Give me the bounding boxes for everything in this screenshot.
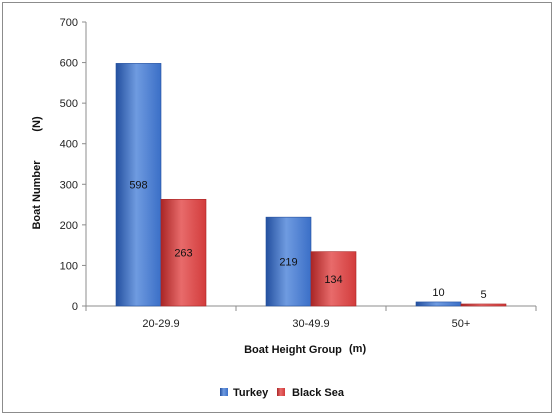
y-tick-label-3: 300: [60, 179, 78, 191]
data-labels: 598 263 219 134 10 5: [129, 180, 486, 301]
y-axis-unit: (N): [31, 116, 43, 132]
y-axis-ticks: 0 100 200 300 400 500 600 700: [60, 17, 86, 313]
bar-black-sea-1: [310, 251, 357, 307]
x-axis-unit: (m): [349, 343, 366, 355]
x-axis-ticks: [85, 306, 537, 311]
chart-frame: [2, 2, 552, 413]
y-axis-title: Boat Number: [31, 160, 43, 230]
legend-label-turkey: Turkey: [233, 387, 269, 399]
y-tick-label-5: 500: [60, 98, 78, 110]
y-tick-label-6: 600: [60, 58, 78, 70]
legend-swatch-black-sea: [277, 388, 285, 396]
data-label-black-sea-1: 134: [324, 274, 342, 286]
bar-black-sea-2: [460, 303, 507, 307]
y-tick-label-7: 700: [60, 17, 78, 29]
data-label-turkey-0: 598: [129, 180, 147, 192]
data-label-turkey-1: 219: [279, 257, 297, 269]
y-tick-label-1: 100: [60, 260, 78, 272]
bars: [115, 63, 507, 307]
bar-turkey-2: [415, 301, 462, 307]
legend: Turkey Black Sea: [220, 387, 345, 399]
data-label-black-sea-2: 5: [480, 289, 486, 301]
legend-label-black-sea: Black Sea: [292, 387, 345, 399]
data-label-black-sea-0: 263: [174, 248, 192, 260]
x-tick-label-2: 50+: [452, 318, 471, 330]
data-label-turkey-2: 10: [432, 287, 444, 299]
y-tick-label-0: 0: [72, 301, 78, 313]
x-tick-label-1: 30-49.9: [292, 318, 329, 330]
y-tick-label-2: 200: [60, 220, 78, 232]
category-labels: 20-29.9 30-49.9 50+: [142, 318, 470, 330]
legend-swatch-turkey: [220, 388, 228, 396]
y-tick-label-4: 400: [60, 139, 78, 151]
bar-turkey-0: [115, 63, 162, 307]
bar-black-sea-0: [160, 198, 207, 307]
x-axis-title: Boat Height Group: [244, 344, 342, 356]
x-tick-label-0: 20-29.9: [142, 318, 179, 330]
